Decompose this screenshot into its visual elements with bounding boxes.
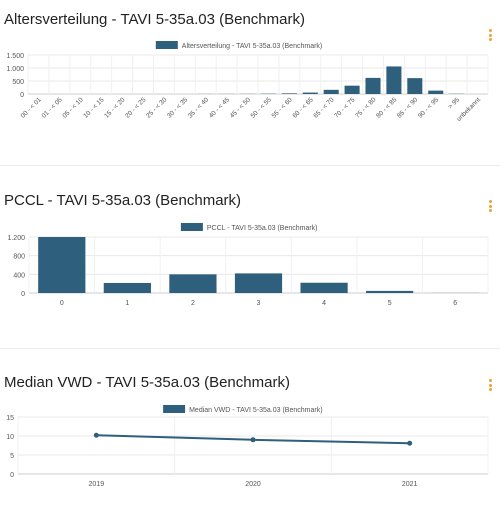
median-vwd-chart: Median VWD - TAVI 5-35a.03 (Benchmark) 0 5… <box>0 400 500 525</box>
panel-title: Median VWD - TAVI 5-35a.03 (Benchmark) <box>4 374 290 391</box>
x-tick-label: 50 - < 55 <box>250 96 273 119</box>
divider <box>0 348 500 349</box>
legend-label: Altersverteilung - TAVI 5-35a.03 (Benchm… <box>182 43 322 50</box>
bar <box>407 78 422 94</box>
y-tick-label: 0 <box>10 472 14 479</box>
x-tick-label: 15 - < 20 <box>103 96 126 119</box>
x-tick-label: 55 - < 60 <box>271 96 294 119</box>
y-tick-label: 15 <box>6 415 14 422</box>
y-tick-label: 5 <box>10 453 14 460</box>
x-tick-label: 01 - < 05 <box>41 96 64 119</box>
x-tick-label: 2019 <box>89 481 105 488</box>
y-tick-label: 1.200 <box>7 235 25 242</box>
x-tick-label: 90 - < 95 <box>417 96 440 119</box>
y-tick-label: 400 <box>13 272 25 279</box>
bar <box>169 274 216 293</box>
bar <box>324 90 339 94</box>
x-tick-label: 65 - < 70 <box>312 96 335 119</box>
bar <box>38 237 85 293</box>
x-tick-label: 2020 <box>245 481 261 488</box>
bar <box>345 86 360 94</box>
x-tick-label: 0 <box>60 300 64 307</box>
y-tick-label: 800 <box>13 254 25 261</box>
bar <box>300 283 347 293</box>
x-tick-label: 25 - < 30 <box>145 96 168 119</box>
panel-title: Altersverteilung - TAVI 5-35a.03 (Benchm… <box>4 11 305 28</box>
y-tick-label: 10 <box>6 434 14 441</box>
kebab-menu-icon[interactable] <box>489 379 493 393</box>
x-tick-label: 75 - < 80 <box>354 96 377 119</box>
x-tick-label: 3 <box>257 300 261 307</box>
legend-swatch <box>181 223 203 231</box>
bar <box>303 93 318 94</box>
x-tick-label: 70 - < 75 <box>333 96 356 119</box>
pccl-panel: PCCL - TAVI 5-35a.03 (Benchmark) PCCL - … <box>0 186 500 346</box>
bar <box>282 93 297 94</box>
data-point <box>94 433 99 438</box>
bar <box>235 273 282 293</box>
legend-label: PCCL - TAVI 5-35a.03 (Benchmark) <box>207 225 318 232</box>
y-tick-label: 1.000 <box>6 66 24 73</box>
age-distribution-chart: Altersverteilung - TAVI 5-35a.03 (Benchm… <box>0 35 500 165</box>
legend-swatch <box>156 41 178 49</box>
x-tick-label: 80 - < 85 <box>375 96 398 119</box>
bar <box>366 291 413 293</box>
x-tick-label: 85 - < 90 <box>396 96 419 119</box>
x-tick-label: 4 <box>322 300 326 307</box>
y-tick-label: 0 <box>20 92 24 99</box>
y-tick-label: 0 <box>21 291 25 298</box>
x-tick-label: 00 - < 01 <box>20 96 43 119</box>
x-tick-label: 2 <box>191 300 195 307</box>
x-tick-label: 10 - < 15 <box>82 96 105 119</box>
x-tick-label: 40 - < 45 <box>208 96 231 119</box>
bar <box>428 91 443 94</box>
data-point <box>251 437 256 442</box>
x-tick-label: 45 - < 50 <box>229 96 252 119</box>
x-tick-label: 6 <box>453 300 457 307</box>
pccl-chart: PCCL - TAVI 5-35a.03 (Benchmark) 0 400 800 1… <box>0 216 500 346</box>
age-distribution-panel: Altersverteilung - TAVI 5-35a.03 (Benchm… <box>0 0 500 165</box>
x-tick-label: > 95 <box>447 96 461 110</box>
median-vwd-panel: Median VWD - TAVI 5-35a.03 (Benchmark) M… <box>0 368 500 500</box>
divider <box>0 165 500 166</box>
x-tick-label: 05 - < 10 <box>61 96 84 119</box>
kebab-menu-icon[interactable] <box>489 200 493 214</box>
x-tick-label: 30 - < 35 <box>166 96 189 119</box>
x-tick-label: 35 - < 40 <box>187 96 210 119</box>
panel-title: PCCL - TAVI 5-35a.03 (Benchmark) <box>4 192 241 209</box>
bar <box>365 78 380 94</box>
bar <box>386 66 401 94</box>
x-tick-label: 2021 <box>402 481 418 488</box>
x-tick-label: 5 <box>388 300 392 307</box>
x-tick-label: 20 - < 25 <box>124 96 147 119</box>
y-tick-label: 1.500 <box>6 53 24 60</box>
x-tick-label: 60 - < 65 <box>291 96 314 119</box>
bar <box>104 283 151 293</box>
data-point <box>407 441 412 446</box>
legend-label: Median VWD - TAVI 5-35a.03 (Benchmark) <box>189 407 322 414</box>
y-tick-label: 500 <box>12 79 24 86</box>
x-tick-label: 1 <box>125 300 129 307</box>
